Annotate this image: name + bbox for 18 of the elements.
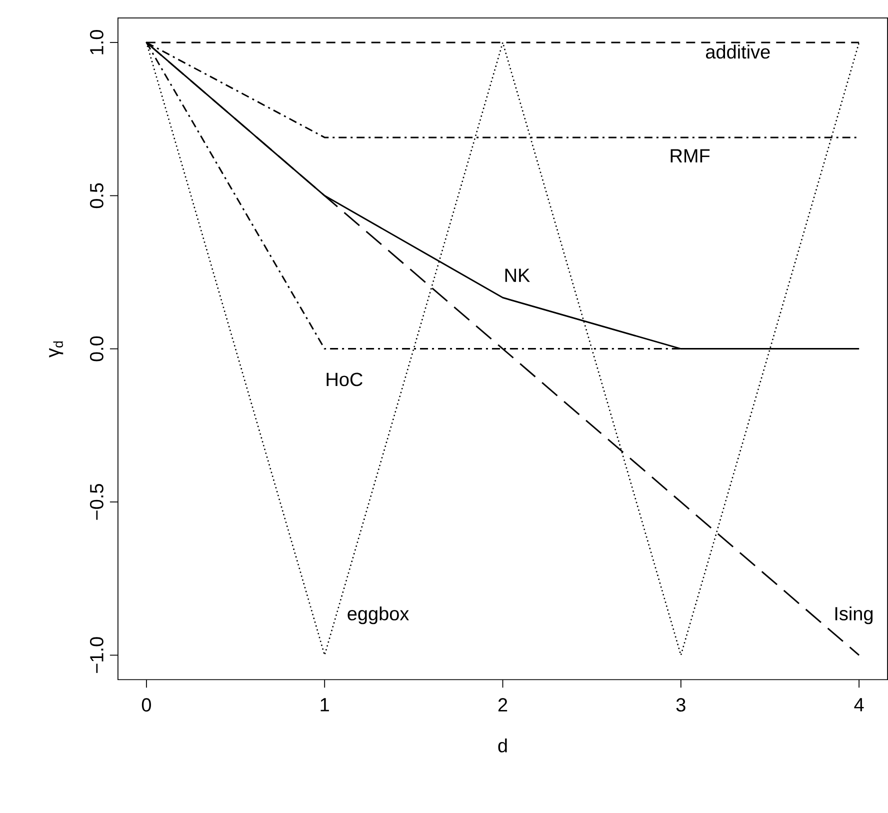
series-label: Ising — [835, 606, 873, 624]
series-label: NK — [505, 268, 530, 282]
y-axis-title: γ$_{d}$ — [49, 342, 64, 358]
y-tick-label: 1.0 — [90, 30, 104, 54]
x-tick-label: 3 — [676, 698, 686, 712]
x-tick-label: 0 — [142, 698, 151, 712]
series-label: additive — [706, 44, 770, 59]
series-label: eggbox — [348, 606, 409, 624]
y-tick-label: 0.5 — [90, 183, 104, 208]
y-tick-label: −1.0 — [90, 637, 104, 674]
x-tick-label: 2 — [498, 698, 508, 712]
y-tick-label: −0.5 — [90, 484, 104, 520]
series-label: RMF — [670, 150, 710, 163]
x-tick-label: 4 — [854, 698, 864, 712]
x-axis-title: d — [498, 738, 507, 753]
x-tick-label: 1 — [320, 698, 329, 712]
y-tick-label: 0.0 — [90, 336, 104, 362]
series-label: HoC — [326, 372, 362, 386]
